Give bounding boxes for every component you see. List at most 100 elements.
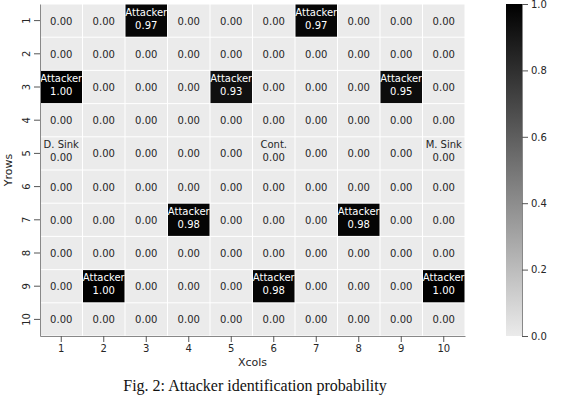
cell-value: 0.00 (50, 16, 72, 27)
cell (296, 270, 338, 302)
cell-value: 0.00 (263, 152, 285, 163)
cell (338, 104, 380, 136)
cell (253, 5, 295, 37)
cell-value: 0.00 (305, 248, 327, 259)
y-tick: 9 (21, 283, 40, 289)
cell-value: 0.00 (433, 248, 455, 259)
cell-value: 0.00 (390, 49, 412, 60)
x-tick: 7 (313, 336, 319, 354)
cell (211, 5, 253, 37)
cell-value: 0.00 (93, 49, 115, 60)
cell-value: 0.00 (220, 182, 242, 193)
cell (41, 137, 83, 169)
cell-value: 0.00 (220, 16, 242, 27)
colorbar-tick-mark (522, 270, 528, 271)
x-tick: 4 (186, 336, 192, 354)
cell (83, 104, 125, 136)
cell-value: 0.00 (305, 281, 327, 292)
colorbar-tick: 1.0 (522, 0, 547, 10)
cell (211, 137, 253, 169)
cell-value: 0.00 (348, 314, 370, 325)
cell-value: 0.00 (263, 16, 285, 27)
x-tick-mark (146, 336, 147, 342)
cell-value: 0.00 (135, 281, 157, 292)
cell (83, 5, 125, 37)
colorbar-tick-mark (522, 70, 528, 71)
cell (168, 104, 210, 136)
x-tick-label: 10 (437, 343, 450, 354)
cell (83, 237, 125, 269)
cell-value: 0.00 (305, 182, 327, 193)
cell-value: 0.00 (135, 49, 157, 60)
y-tick-mark (34, 53, 40, 54)
cell-value: 0.00 (220, 314, 242, 325)
cell (423, 137, 465, 169)
cell-value: 0.00 (135, 215, 157, 226)
colorbar (506, 4, 522, 336)
y-tick-label: 6 (21, 183, 32, 189)
y-tick-mark (34, 120, 40, 121)
cell (296, 38, 338, 70)
cell-value: 1.00 (433, 285, 455, 296)
cell-value: 0.00 (220, 115, 242, 126)
colorbar-tick-label: 0.0 (531, 331, 547, 342)
y-tick-label: 1 (21, 17, 32, 23)
x-tick: 3 (143, 336, 149, 354)
cell-value: 0.00 (135, 314, 157, 325)
cell (83, 171, 125, 203)
cell-value: 0.00 (135, 182, 157, 193)
x-tick: 8 (356, 336, 362, 354)
x-tick-label: 5 (228, 343, 234, 354)
x-tick-mark (231, 336, 232, 342)
x-axis: 12345678910 (41, 336, 466, 354)
cell-value: 0.00 (390, 115, 412, 126)
cell (423, 5, 465, 37)
cell (126, 171, 168, 203)
cell (296, 204, 338, 236)
y-axis-line (40, 5, 41, 337)
cell (211, 171, 253, 203)
cell-value: 0.00 (433, 215, 455, 226)
cell (126, 204, 168, 236)
cell (211, 270, 253, 302)
cell-value: 0.00 (50, 314, 72, 325)
cell (296, 171, 338, 203)
cell-value: 0.97 (305, 20, 327, 31)
cell (126, 270, 168, 302)
cell-value: 0.00 (263, 82, 285, 93)
y-tick-label: 8 (21, 250, 32, 256)
cell (168, 171, 210, 203)
colorbar-tick-label: 1.0 (531, 0, 547, 10)
cell-value: 0.00 (263, 248, 285, 259)
cell-value: 0.00 (305, 314, 327, 325)
cell (211, 204, 253, 236)
x-tick: 1 (58, 336, 64, 354)
cell-value: 0.00 (178, 16, 200, 27)
colorbar-tick: 0.2 (522, 264, 547, 275)
cell-value: 0.00 (135, 115, 157, 126)
cell-value: 0.00 (93, 82, 115, 93)
cell-value: 0.00 (348, 281, 370, 292)
cell-value: 0.00 (178, 115, 200, 126)
cell-value: 0.00 (178, 49, 200, 60)
cell (83, 71, 125, 103)
cell (168, 237, 210, 269)
cell (338, 237, 380, 269)
cell (41, 5, 83, 37)
cell-value: 0.00 (305, 148, 327, 159)
cell-value: 0.00 (220, 248, 242, 259)
x-tick: 5 (228, 336, 234, 354)
cell (381, 237, 423, 269)
y-tick: 8 (21, 250, 40, 256)
cell (253, 204, 295, 236)
cell (126, 104, 168, 136)
cell (381, 171, 423, 203)
annotation: M. Sink (426, 139, 462, 150)
cell-value: 0.00 (433, 152, 455, 163)
annotation: Attacker (40, 73, 83, 84)
cell (296, 137, 338, 169)
cell (83, 204, 125, 236)
cell-value: 0.00 (178, 82, 200, 93)
colorbar-tick-mark (522, 137, 528, 138)
colorbar-tick-mark (522, 336, 528, 337)
